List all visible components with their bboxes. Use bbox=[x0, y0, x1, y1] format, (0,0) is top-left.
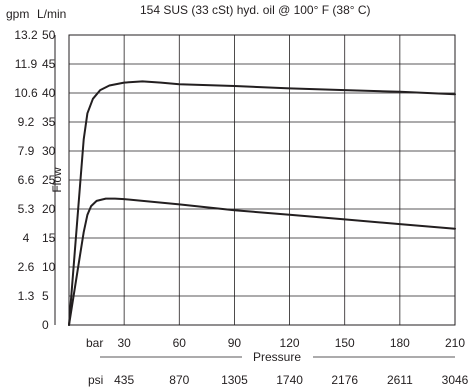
gpm-tick-label: 13.2 bbox=[14, 28, 38, 42]
x-tick-label: 60 bbox=[173, 336, 187, 350]
flow-curve-2 bbox=[68, 197, 456, 326]
gpm-tick-label: 9.2 bbox=[18, 115, 35, 129]
grid bbox=[69, 35, 455, 325]
y-tick-label: 40 bbox=[42, 86, 56, 100]
x-tick-label: 180 bbox=[390, 336, 410, 350]
y-tick-label: 20 bbox=[42, 202, 56, 216]
x-tick-labels: 30 60 90 120 150 180 210 bbox=[117, 336, 465, 350]
series-group bbox=[68, 80, 456, 326]
y-tick-label: 25 bbox=[42, 173, 56, 187]
x-tick-label: 30 bbox=[117, 336, 131, 350]
y-tick-label: 50 bbox=[42, 28, 56, 42]
gpm-tick-label: 7.9 bbox=[18, 144, 35, 158]
y-tick-labels: 0 5 10 15 20 25 30 35 40 45 50 bbox=[42, 28, 56, 332]
x-tick-label: 90 bbox=[228, 336, 242, 350]
gpm-tick-label: 11.9 bbox=[15, 57, 38, 71]
x-tick-label: 120 bbox=[280, 336, 300, 350]
y-tick-label: 5 bbox=[42, 289, 49, 303]
gpm-tick-label: 2.6 bbox=[18, 260, 35, 274]
x-tick-label: 210 bbox=[445, 336, 465, 350]
gpm-unit-label: gpm bbox=[6, 7, 29, 21]
psi-tick-label: 1740 bbox=[276, 373, 303, 387]
psi-tick-label: 435 bbox=[114, 373, 134, 387]
psi-tick-label: 870 bbox=[169, 373, 189, 387]
y-tick-label: 15 bbox=[42, 231, 56, 245]
chart-title: 154 SUS (33 cSt) hyd. oil @ 100° F (38° … bbox=[140, 3, 371, 17]
x-axis-label: Pressure bbox=[253, 350, 301, 364]
psi-tick-label: 2611 bbox=[387, 373, 413, 387]
bar-unit-label: bar bbox=[86, 336, 103, 350]
psi-tick-label: 3046 bbox=[442, 373, 469, 387]
lmin-unit-label: L/min bbox=[37, 7, 66, 21]
gpm-tick-label: 10.6 bbox=[14, 86, 38, 100]
flow-curve-1 bbox=[68, 80, 456, 326]
y-tick-label: 0 bbox=[42, 318, 49, 332]
x-tick-label: 150 bbox=[335, 336, 355, 350]
y-tick-label: 10 bbox=[42, 260, 56, 274]
gpm-tick-label: 6.6 bbox=[18, 173, 35, 187]
gpm-tick-label: 5.3 bbox=[18, 202, 35, 216]
gpm-tick-label: 4 bbox=[23, 231, 30, 245]
psi-tick-label: 2176 bbox=[331, 373, 358, 387]
psi-unit-label: psi bbox=[88, 373, 103, 387]
psi-tick-label: 1305 bbox=[221, 373, 248, 387]
y-axis-label: Flow bbox=[50, 167, 64, 193]
gpm-tick-label: 1.3 bbox=[18, 289, 35, 303]
y-tick-label: 30 bbox=[42, 144, 56, 158]
gpm-tick-labels: 1.3 2.6 4 5.3 6.6 7.9 9.2 10.6 11.9 13.2 bbox=[14, 28, 38, 303]
y-tick-label: 35 bbox=[42, 115, 56, 129]
plot-frame bbox=[68, 34, 456, 326]
psi-tick-labels: 435 870 1305 1740 2176 2611 3046 bbox=[114, 373, 469, 387]
y-tick-label: 45 bbox=[42, 57, 56, 71]
